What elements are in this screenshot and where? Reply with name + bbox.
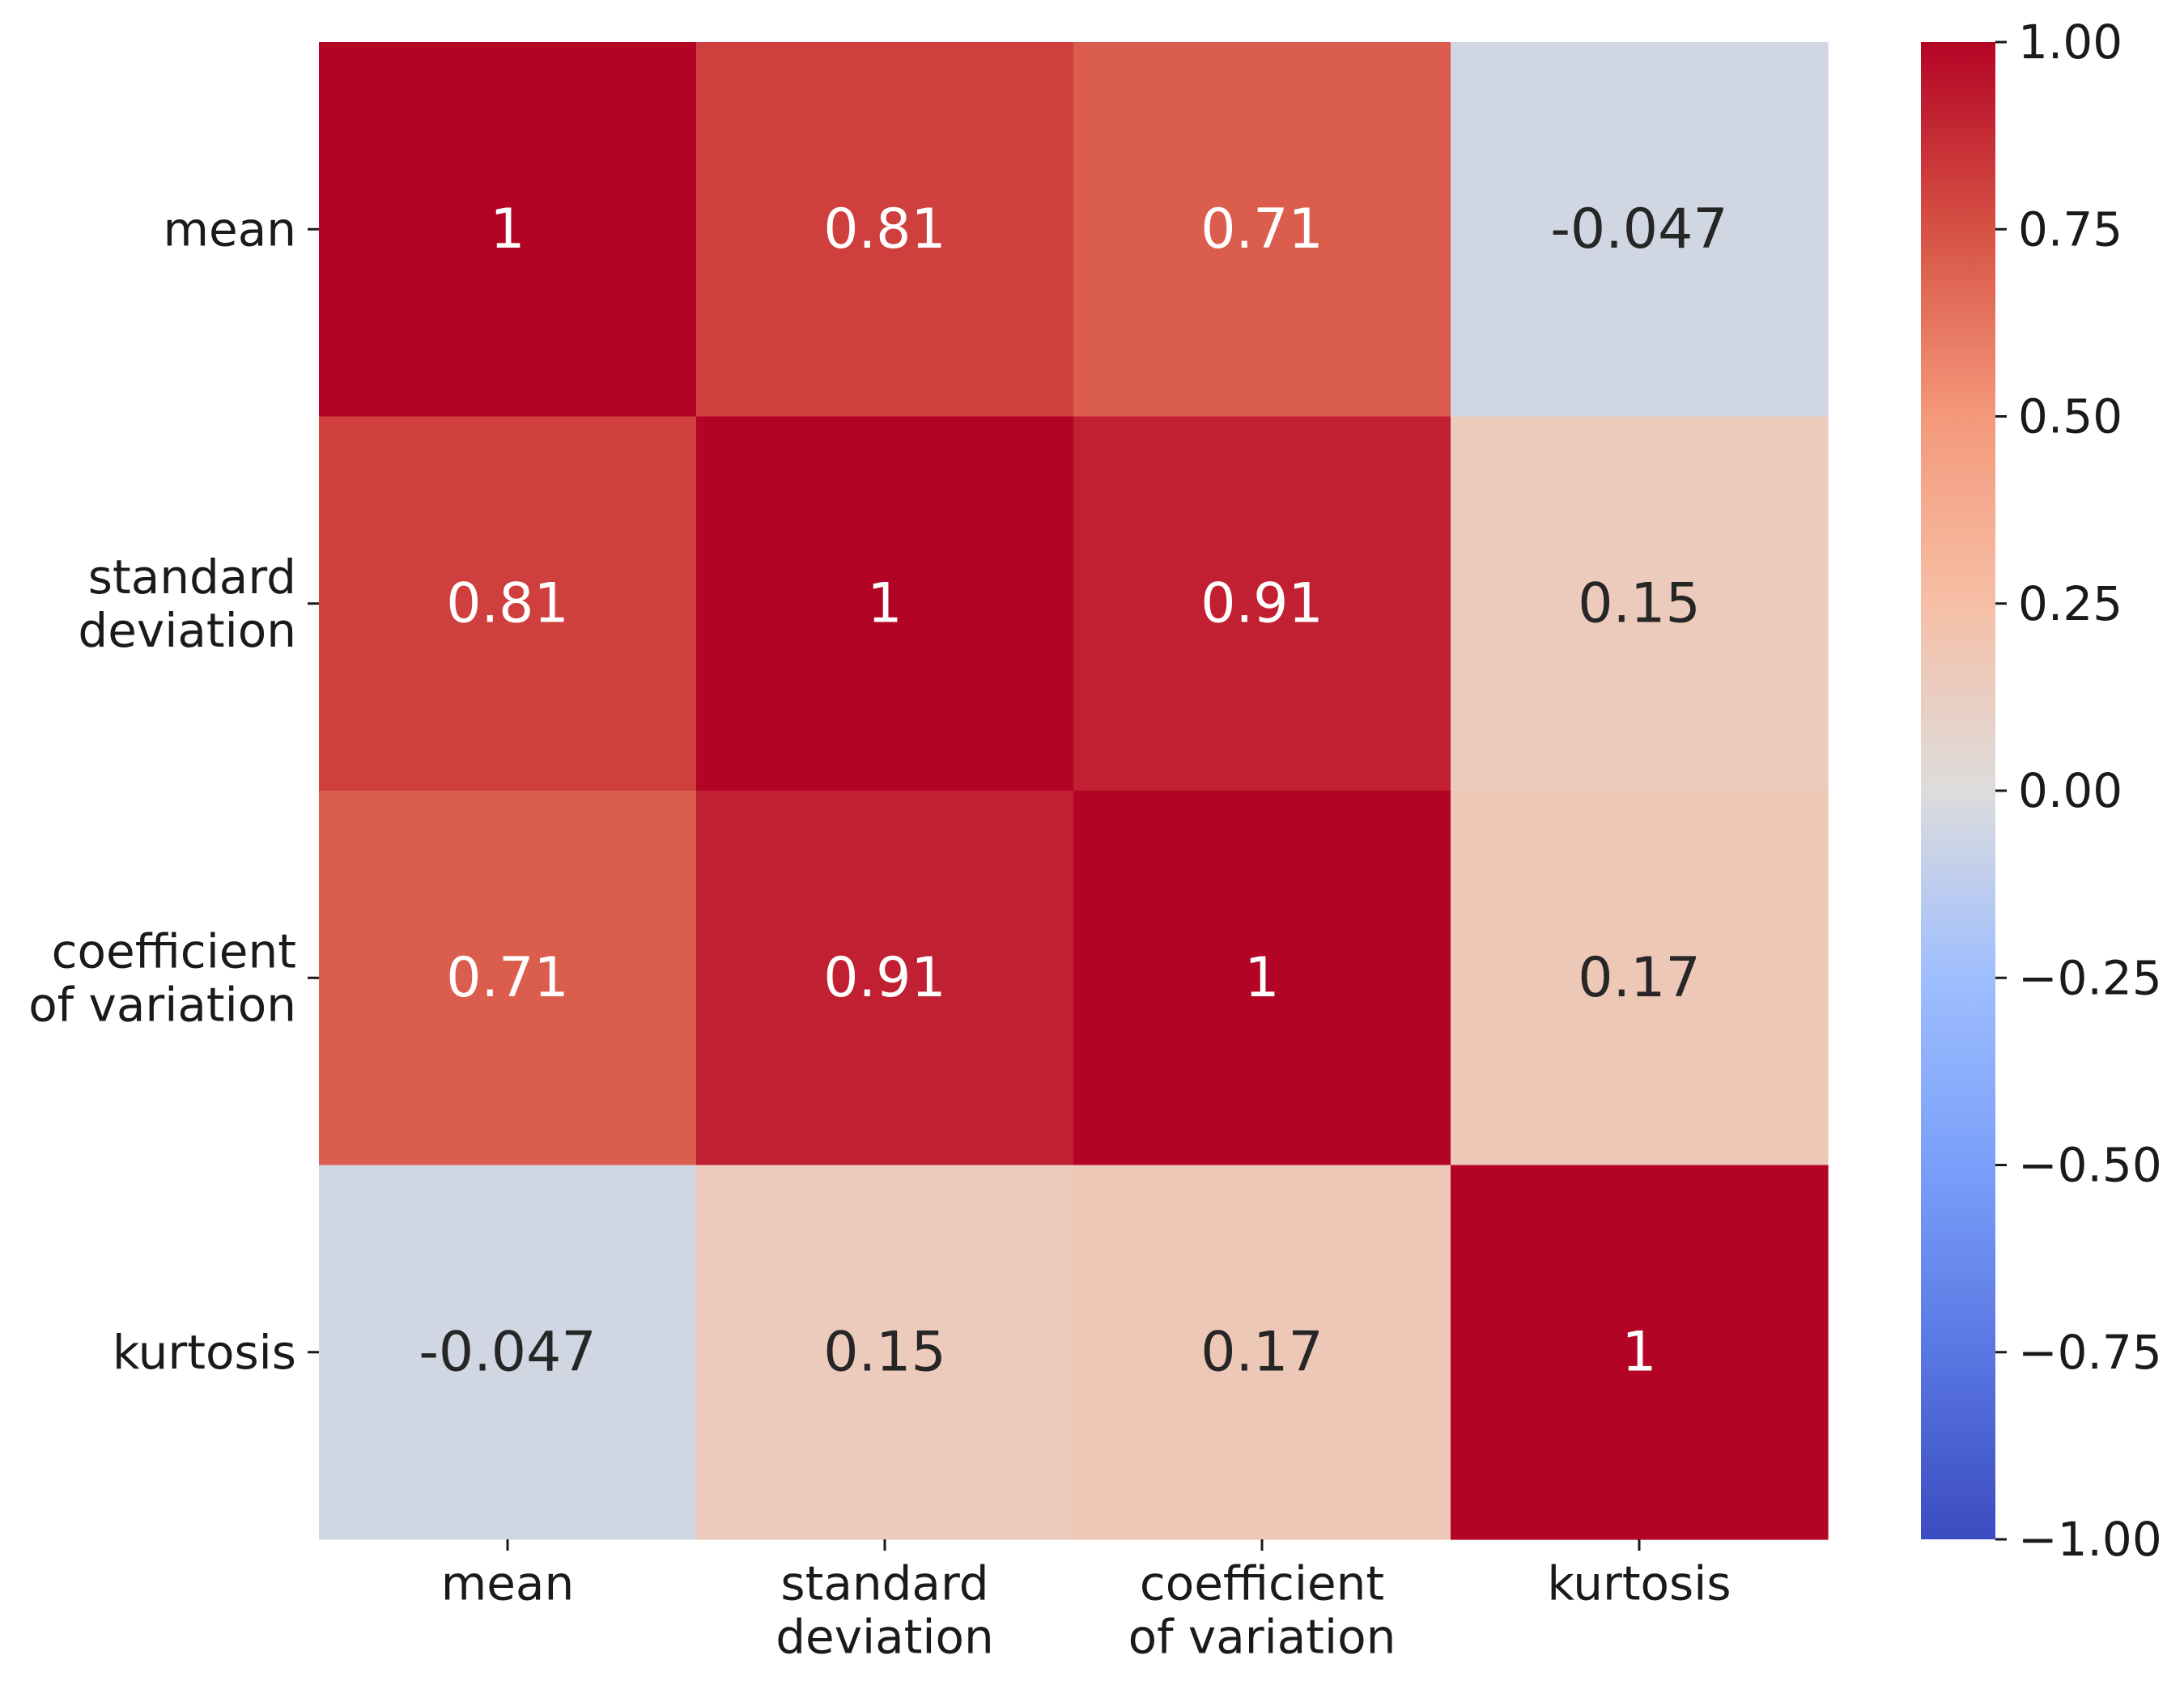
colorbar-axis: 1.00 0.75 0.50 0.25 0.00 −0.25 −0.50 −0.75 −1.00	[1995, 15, 2162, 1567]
x-tick-label-line: mean	[441, 1556, 574, 1611]
cell-value-label: 0.71	[1200, 197, 1323, 261]
colorbar-gradient	[1921, 42, 1995, 1539]
cell-value-label: 0.15	[1578, 571, 1700, 635]
x-tick-label-line: kurtosis	[1547, 1556, 1731, 1611]
colorbar-tick-label: −0.75	[2018, 1325, 2162, 1380]
heatmap-cell	[319, 1165, 697, 1540]
colorbar-tick-label: 0.75	[2018, 202, 2122, 257]
cell-value-label: 0.17	[1200, 1320, 1323, 1384]
cell-value-label: 0.91	[823, 946, 945, 1010]
colorbar-tick-label: 0.25	[2018, 576, 2122, 631]
y-tick-label: coefficient of variation	[28, 924, 296, 1033]
cell-value-label: 1	[1621, 1320, 1656, 1384]
x-tick-label: standard deviation	[775, 1556, 994, 1664]
x-axis: mean standard deviation coefficient of varia…	[441, 1539, 1731, 1664]
heatmap-cell	[1451, 791, 1829, 1166]
colorbar-tick-label: −1.00	[2018, 1512, 2162, 1567]
cell-value-label: 0.71	[446, 946, 568, 1010]
cell-value-label: 1	[1244, 946, 1279, 1010]
cell-value-label: -0.047	[419, 1320, 596, 1384]
cell-value-label: 0.17	[1578, 946, 1700, 1010]
cell-value-label: 1	[867, 571, 902, 635]
cell-value-label: 0.91	[1200, 571, 1323, 635]
y-tick-label: standard deviation	[78, 550, 296, 658]
heatmap-cell	[1073, 42, 1451, 418]
y-tick-label: mean	[164, 202, 296, 257]
heatmap-cell	[319, 42, 697, 418]
heatmap-cell	[696, 791, 1074, 1166]
heatmap-cell	[319, 791, 697, 1166]
y-tick-label: kurtosis	[113, 1325, 296, 1380]
heatmap-cell	[1073, 1165, 1451, 1540]
heatmap-cell	[1451, 42, 1829, 418]
heatmap-cell	[1451, 1165, 1829, 1540]
y-axis: mean standard deviation coefficient of varia…	[28, 202, 319, 1380]
y-tick-label-line: mean	[164, 202, 296, 257]
colorbar-tick-label: −0.25	[2018, 950, 2162, 1005]
colorbar-tick-label: 0.00	[2018, 763, 2122, 818]
colorbar-tick-label: −0.50	[2018, 1138, 2162, 1193]
y-tick-label-line: standard	[88, 550, 296, 605]
heatmap-cell	[1073, 791, 1451, 1166]
colorbar	[1921, 42, 1995, 1539]
y-tick-label-line: kurtosis	[113, 1325, 296, 1380]
y-tick-label-line: deviation	[78, 603, 296, 658]
heatmap-cells	[319, 42, 1829, 1540]
x-tick-label: coefficient of variation	[1128, 1556, 1396, 1664]
x-tick-label-line: of variation	[1128, 1609, 1396, 1664]
cell-value-label: 0.15	[823, 1320, 945, 1384]
y-tick-label-line: of variation	[28, 978, 296, 1033]
heatmap-cell	[696, 42, 1074, 418]
x-tick-label: mean	[441, 1556, 574, 1611]
cell-value-label: 0.81	[823, 197, 945, 261]
heatmap-cell	[319, 416, 697, 792]
y-tick-label-line: coefficient	[52, 924, 296, 979]
colorbar-tick-label: 0.50	[2018, 389, 2122, 444]
cell-value-label: 0.81	[446, 571, 568, 635]
cell-value-label: -0.047	[1550, 197, 1727, 261]
colorbar-tick-label: 1.00	[2018, 15, 2122, 70]
x-tick-label-line: deviation	[775, 1609, 994, 1664]
heatmap-cell	[1451, 416, 1829, 792]
cell-value-label: 1	[490, 197, 525, 261]
x-tick-label-line: coefficient	[1140, 1556, 1384, 1611]
x-tick-label-line: standard	[780, 1556, 988, 1611]
heatmap-cell	[696, 1165, 1074, 1540]
heatmap-cell	[1073, 416, 1451, 792]
heatmap-cell-labels: 1 0.81 0.71 -0.047 0.81 1 0.91 0.15 0.71 0.91 1 0.1…	[419, 197, 1727, 1385]
heatmap-cell	[696, 416, 1074, 792]
x-tick-label: kurtosis	[1547, 1556, 1731, 1611]
